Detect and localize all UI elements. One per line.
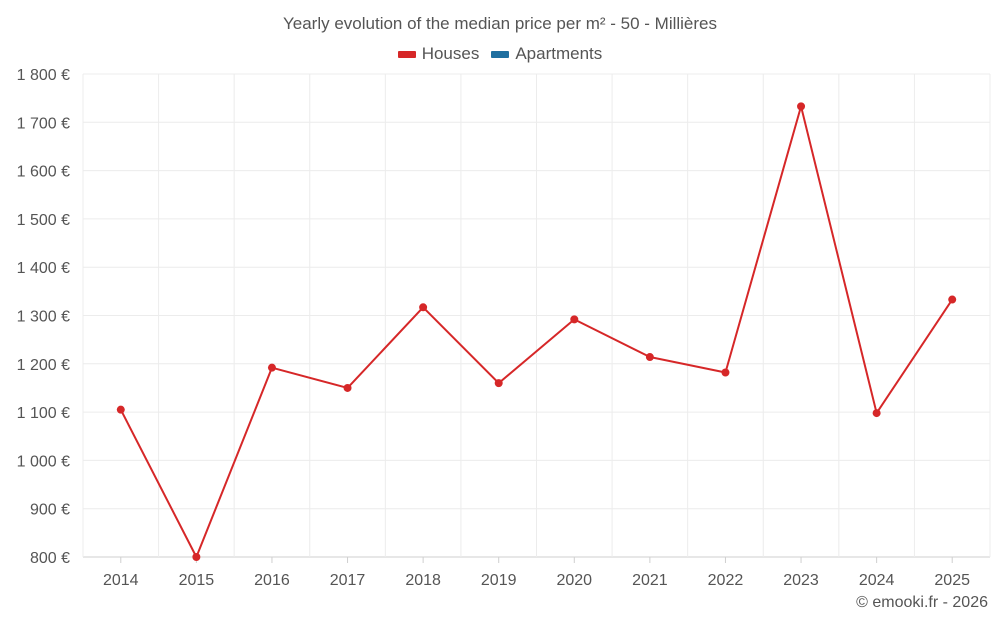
data-point-houses-2020: [570, 315, 579, 324]
y-tick-label: 1 700 €: [17, 115, 70, 132]
x-tick-label: 2020: [556, 572, 592, 589]
data-point-houses-2022: [721, 368, 730, 377]
x-tick-label: 2014: [103, 572, 139, 589]
y-tick-label: 1 100 €: [17, 405, 70, 422]
y-tick-label: 1 500 €: [17, 212, 70, 229]
data-point-houses-2025: [948, 295, 957, 304]
y-tick-label: 1 300 €: [17, 309, 70, 326]
y-tick-label: 1 800 €: [17, 67, 70, 84]
data-point-houses-2014: [116, 405, 125, 414]
legend-item-apartments[interactable]: Apartments: [491, 44, 602, 64]
x-tick-label: 2025: [934, 572, 970, 589]
data-point-houses-2018: [419, 303, 428, 312]
y-tick-label: 900 €: [30, 502, 70, 519]
data-point-houses-2017: [343, 383, 352, 392]
chart-title: Yearly evolution of the median price per…: [282, 14, 717, 33]
legend-swatch-houses: [397, 50, 416, 58]
data-point-houses-2019: [494, 379, 503, 388]
x-tick-label: 2019: [481, 572, 517, 589]
x-tick-label: 2017: [330, 572, 366, 589]
data-point-houses-2021: [645, 353, 654, 362]
y-tick-label: 1 400 €: [17, 260, 70, 277]
x-tick-label: 2015: [179, 572, 215, 589]
y-tick-label: 1 200 €: [17, 357, 70, 374]
x-tick-label: 2021: [632, 572, 668, 589]
x-tick-label: 2016: [254, 572, 290, 589]
y-tick-label: 800 €: [30, 550, 70, 567]
legend-label-houses: Houses: [421, 44, 480, 63]
data-point-houses-2016: [267, 363, 276, 372]
legend-swatch-apartments: [491, 50, 510, 58]
y-tick-label: 1 000 €: [17, 453, 70, 470]
legend: Houses Apartments: [0, 44, 1000, 64]
series-line-houses: [119, 105, 954, 558]
x-tick-label: 2023: [783, 572, 819, 589]
data-point-houses-2024: [872, 409, 881, 418]
y-tick-label: 1 600 €: [17, 164, 70, 181]
data-point-houses-2015: [192, 553, 201, 561]
legend-item-houses[interactable]: Houses: [397, 44, 480, 64]
x-tick-label: 2024: [859, 572, 895, 589]
data-point-houses-2023: [797, 102, 806, 111]
x-tick-label: 2018: [405, 572, 441, 589]
legend-label-apartments: Apartments: [515, 44, 603, 63]
x-tick-label: 2022: [708, 572, 744, 589]
credit-text: © emooki.fr - 2026: [856, 594, 988, 611]
